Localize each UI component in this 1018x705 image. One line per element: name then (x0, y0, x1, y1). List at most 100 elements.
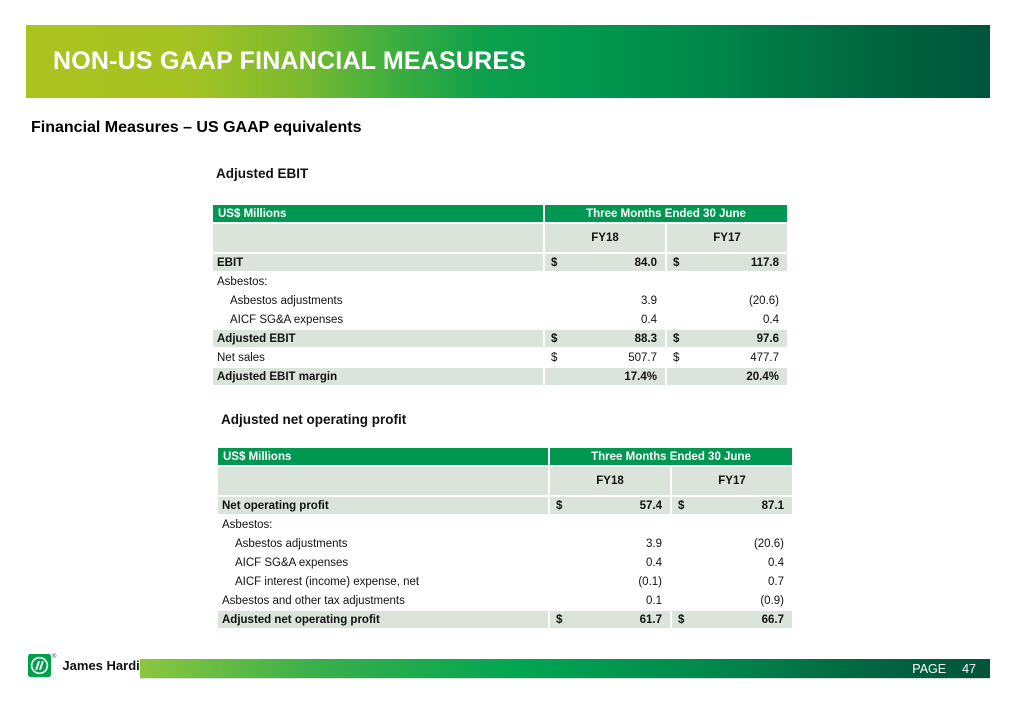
currency-symbol: $ (551, 256, 558, 269)
subheader-spacer (213, 224, 543, 252)
fy18-value: 0.1 (550, 592, 670, 609)
column-header-fy17: FY17 (672, 467, 792, 495)
fy18-value: 3.9 (550, 535, 670, 552)
value: 117.8 (750, 256, 779, 269)
currency-symbol: $ (673, 256, 680, 269)
row-label: Net sales (213, 349, 543, 366)
table-row: Asbestos adjustments 3.9 (20.6) (218, 535, 793, 552)
adjusted-ebit-section: Adjusted EBIT US$ Millions Three Months … (213, 166, 788, 385)
table-row: Asbestos adjustments 3.9 (20.6) (213, 292, 788, 309)
table-row: Adjusted EBIT $88.3 $97.6 (213, 330, 788, 347)
table-row: Net sales $507.7 $477.7 (213, 349, 788, 366)
currency-symbol: $ (678, 613, 685, 626)
value: 0.7 (768, 575, 784, 588)
value: 3.9 (641, 294, 657, 307)
slide-title: NON-US GAAP FINANCIAL MEASURES (53, 47, 527, 75)
fy17-value (672, 516, 792, 533)
table-row: Asbestos: (213, 273, 788, 290)
value: 17.4% (624, 370, 657, 383)
column-header-fy17: FY17 (667, 224, 787, 252)
fy18-value: 0.4 (550, 554, 670, 571)
fy18-value (550, 516, 670, 533)
value: 477.7 (750, 351, 779, 364)
currency-symbol: $ (556, 499, 563, 512)
james-hardie-logo-icon (28, 654, 51, 677)
value: 88.3 (634, 332, 657, 345)
value: 3.9 (646, 537, 662, 550)
row-label: AICF interest (income) expense, net (218, 573, 548, 590)
table-row: Adjusted net operating profit $61.7 $66.… (218, 611, 793, 628)
fy17-value: 20.4% (667, 368, 787, 385)
column-header-fy18: FY18 (545, 224, 665, 252)
table-row: AICF interest (income) expense, net (0.1… (218, 573, 793, 590)
value: 20.4% (746, 370, 779, 383)
fy18-value: 17.4% (545, 368, 665, 385)
subheader-spacer (218, 467, 548, 495)
page-label: PAGE (912, 661, 947, 676)
row-label: Asbestos: (213, 273, 543, 290)
fy17-value (667, 273, 787, 290)
fy18-value: $61.7 (550, 611, 670, 628)
fy17-value: $117.8 (667, 254, 787, 271)
value: 0.4 (768, 556, 784, 569)
row-label: Asbestos adjustments (213, 292, 543, 309)
value: 84.0 (634, 256, 657, 269)
value: 61.7 (639, 613, 662, 626)
table-row: Net operating profit $57.4 $87.1 (218, 497, 793, 514)
currency-symbol: $ (673, 351, 680, 364)
page-number: 47 (962, 661, 976, 676)
table-header-row: US$ Millions Three Months Ended 30 June (218, 448, 793, 465)
value: 97.6 (756, 332, 779, 345)
period-label: Three Months Ended 30 June (545, 205, 787, 222)
fy17-value: 0.4 (667, 311, 787, 328)
table-row: AICF SG&A expenses 0.4 0.4 (213, 311, 788, 328)
row-label: EBIT (213, 254, 543, 271)
value: 507.7 (628, 351, 657, 364)
adjusted-net-operating-profit-table: US$ Millions Three Months Ended 30 June … (218, 448, 793, 628)
value: 0.4 (641, 313, 657, 326)
row-label: Adjusted EBIT margin (213, 368, 543, 385)
registered-trademark: ® (52, 654, 57, 660)
value: 0.4 (646, 556, 662, 569)
value: 57.4 (639, 499, 662, 512)
title-banner: NON-US GAAP FINANCIAL MEASURES (26, 25, 990, 98)
value: 87.1 (761, 499, 784, 512)
column-header-fy18: FY18 (550, 467, 670, 495)
fy17-value: 0.4 (672, 554, 792, 571)
fy17-value: (0.9) (672, 592, 792, 609)
slide-subtitle: Financial Measures – US GAAP equivalents (31, 119, 362, 136)
table-row: Adjusted EBIT margin 17.4% 20.4% (213, 368, 788, 385)
row-label: AICF SG&A expenses (218, 554, 548, 571)
fy17-value: (20.6) (667, 292, 787, 309)
fy18-value: $88.3 (545, 330, 665, 347)
row-label: Asbestos adjustments (218, 535, 548, 552)
fy17-value: (20.6) (672, 535, 792, 552)
row-label: Asbestos and other tax adjustments (218, 592, 548, 609)
value: (20.6) (753, 537, 784, 550)
fy18-value: 3.9 (545, 292, 665, 309)
row-label: Adjusted EBIT (213, 330, 543, 347)
row-label: Net operating profit (218, 497, 548, 514)
row-label: Asbestos: (218, 516, 548, 533)
unit-label: US$ Millions (213, 205, 543, 222)
table-row: Asbestos: (218, 516, 793, 533)
fy17-value: $97.6 (667, 330, 787, 347)
logo-text: James Hardie (62, 658, 147, 673)
column-header-row: FY18 FY17 (213, 224, 788, 252)
table-row: EBIT $84.0 $117.8 (213, 254, 788, 271)
currency-symbol: $ (551, 332, 558, 345)
fy17-value: $87.1 (672, 497, 792, 514)
fy18-value: $507.7 (545, 349, 665, 366)
value: (0.1) (638, 575, 662, 588)
currency-symbol: $ (551, 351, 558, 364)
fy18-value: $57.4 (550, 497, 670, 514)
fy18-value: 0.4 (545, 311, 665, 328)
table-title: Adjusted net operating profit (221, 412, 407, 427)
value: 66.7 (761, 613, 784, 626)
adjusted-net-operating-profit-section: Adjusted net operating profit US$ Millio… (218, 412, 793, 628)
fy17-value: $66.7 (672, 611, 792, 628)
table-title: Adjusted EBIT (216, 166, 309, 181)
adjusted-ebit-table: US$ Millions Three Months Ended 30 June … (213, 205, 788, 385)
value: 0.1 (646, 594, 662, 607)
